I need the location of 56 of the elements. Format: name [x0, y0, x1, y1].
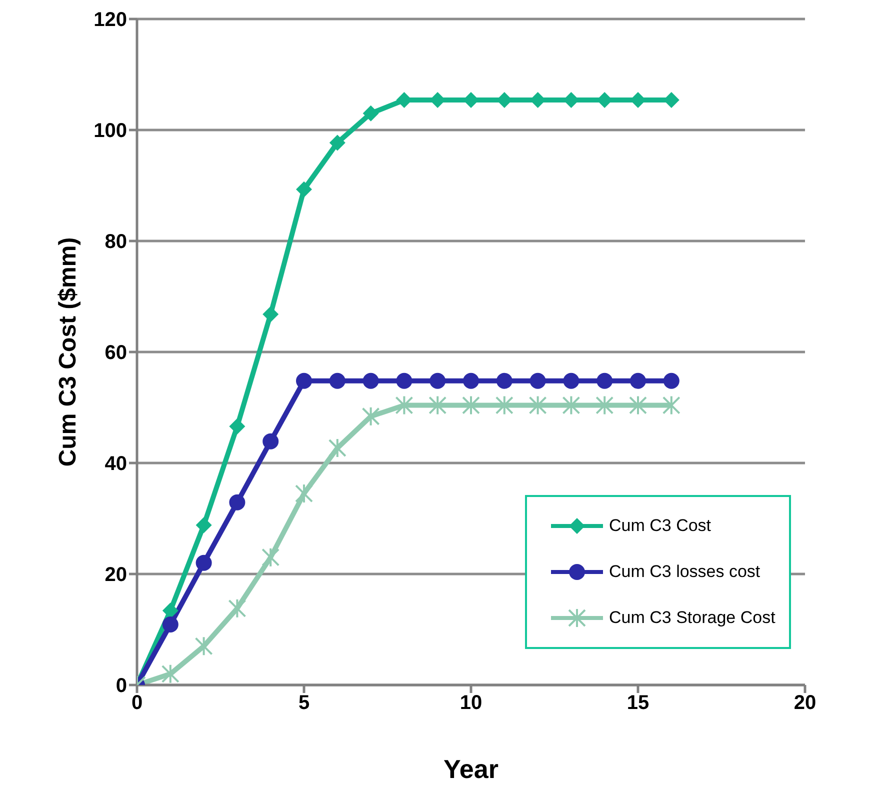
point: [596, 395, 614, 416]
point: [262, 433, 279, 450]
x-tick-label: 20: [794, 692, 816, 714]
point: [463, 372, 479, 389]
y-axis-title: Cum C3 Cost ($mm): [54, 237, 82, 467]
y-tick-label: 0: [116, 675, 127, 698]
legend-label: Cum C3 Cost: [609, 516, 712, 536]
y-tick-label: 120: [94, 9, 127, 32]
point: [630, 372, 646, 389]
point: [495, 395, 514, 416]
point: [563, 372, 580, 389]
point: [196, 517, 212, 534]
point: [228, 598, 246, 618]
point: [496, 372, 512, 389]
point: [229, 494, 246, 510]
y-tick-label: 20: [104, 564, 127, 586]
y-tick-label: 40: [104, 453, 127, 476]
point: [296, 372, 312, 389]
point: [662, 395, 680, 416]
x-tick-label: 15: [626, 692, 650, 714]
point: [562, 395, 580, 416]
point: [629, 395, 647, 416]
point: [663, 372, 680, 389]
point: [162, 616, 178, 633]
x-tick-label: 5: [298, 692, 310, 714]
point: [229, 418, 246, 434]
point: [194, 636, 213, 656]
x-axis-title: Year: [444, 754, 498, 784]
point: [362, 406, 380, 426]
y-tick-label: 60: [104, 342, 127, 364]
point: [396, 372, 412, 389]
point: [329, 372, 346, 389]
point: [262, 306, 279, 322]
point: [196, 554, 212, 571]
x-tick-label: 10: [460, 692, 482, 714]
y-tick-label: 80: [104, 231, 127, 254]
point: [296, 181, 312, 198]
point: [362, 105, 379, 122]
point: [530, 372, 546, 389]
point: [430, 372, 446, 389]
point: [162, 602, 178, 619]
point: [462, 395, 480, 416]
point: [295, 484, 313, 504]
legend-label: Cum C3 losses cost: [609, 562, 760, 582]
y-tick-label: 100: [94, 120, 127, 142]
point: [262, 547, 280, 568]
point: [362, 372, 379, 389]
point: [428, 395, 447, 416]
point: [161, 664, 180, 684]
point: [328, 438, 346, 458]
point: [329, 134, 346, 151]
x-tick-label: 0: [131, 692, 143, 714]
point: [528, 395, 547, 416]
legend-label: Cum C3 Storage Cost: [609, 608, 776, 628]
point: [596, 372, 613, 389]
point: [395, 395, 414, 416]
